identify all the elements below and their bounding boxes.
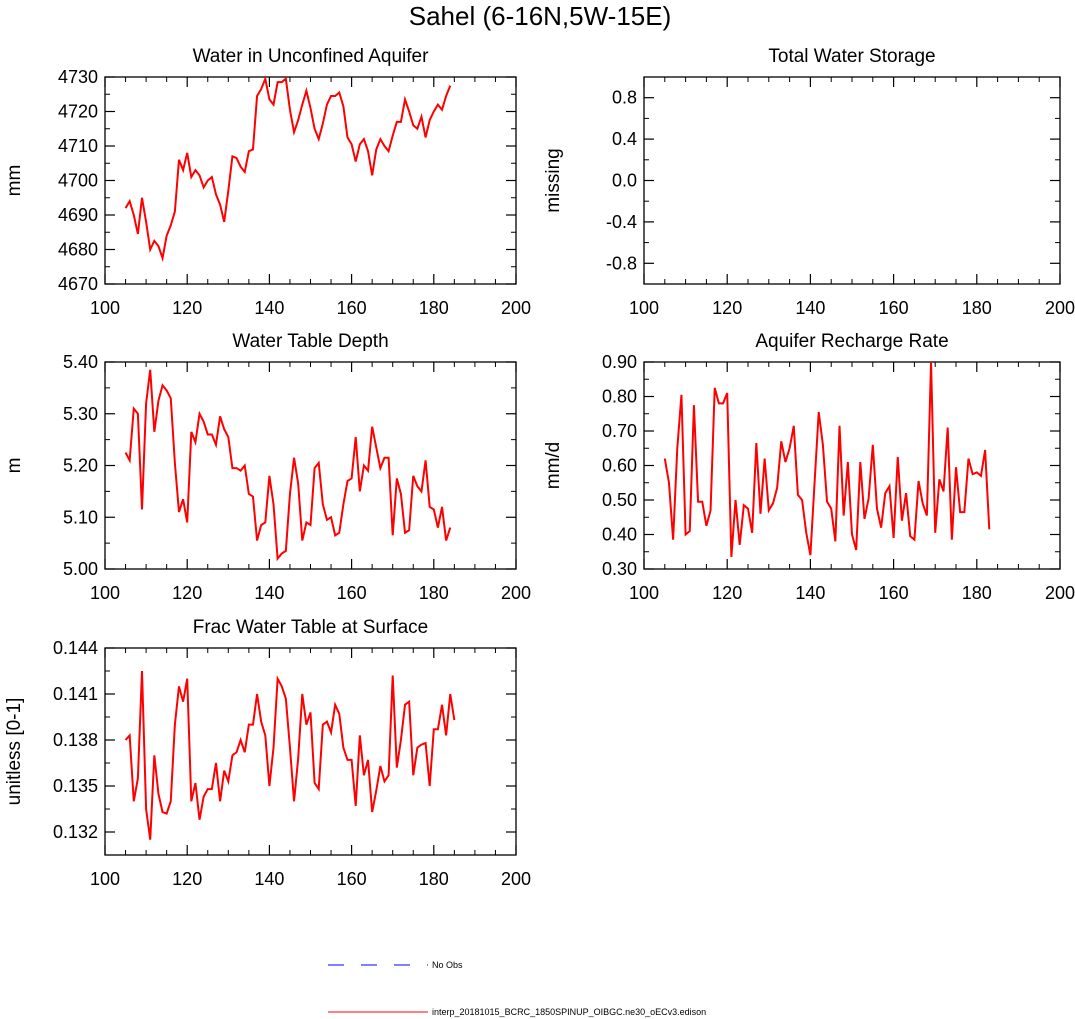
y-tick-label: 0.90	[602, 352, 637, 372]
x-tick-label: 160	[879, 298, 909, 318]
x-tick-label: 200	[1045, 583, 1075, 603]
panel-frac-water-table: Frac Water Table at Surface 100 120 140 160 1…	[4, 617, 531, 889]
panel-title: Frac Water Table at Surface	[193, 617, 429, 638]
panel-title: Aquifer Recharge Rate	[755, 331, 948, 352]
panel-title: Water Table Depth	[232, 331, 388, 352]
y-tick-label: 4710	[58, 136, 98, 156]
series-line	[663, 361, 991, 557]
x-tick-label: 100	[629, 298, 659, 318]
y-tick-label: 0.138	[53, 730, 98, 750]
x-tick-label: 120	[712, 298, 742, 318]
y-axis-label: unitless [0-1]	[4, 698, 25, 806]
x-tick-label: 140	[795, 298, 825, 318]
x-tick-label: 120	[172, 298, 202, 318]
x-tick-label: 140	[254, 583, 284, 603]
y-tick-label: 5.10	[63, 507, 98, 527]
y-tick-label: 0.132	[53, 822, 98, 842]
figure-title: Sahel (6-16N,5W-15E)	[409, 1, 672, 31]
y-tick-label: 0.144	[53, 638, 98, 658]
x-tick-label: 180	[419, 583, 449, 603]
legend-label-no-obs: No Obs	[432, 960, 463, 970]
y-tick-label: 0.80	[602, 387, 637, 407]
panel-aquifer-recharge-rate: Aquifer Recharge Rate 100 120 140 160 180 200 0…	[543, 331, 1075, 603]
y-tick-label: 0.30	[602, 559, 637, 579]
x-tick-label: 120	[712, 583, 742, 603]
y-tick-label: 5.00	[63, 559, 98, 579]
y-axis-label: m	[4, 458, 25, 474]
panel-title: Water in Unconfined Aquifer	[193, 46, 430, 67]
x-tick-label: 140	[254, 298, 284, 318]
x-tick-label: 180	[962, 298, 992, 318]
y-axis-label: mm/d	[543, 442, 564, 490]
y-tick-label: 4700	[58, 171, 98, 191]
x-tick-label: 180	[419, 869, 449, 889]
x-tick-label: 200	[501, 583, 531, 603]
x-tick-label: 100	[90, 298, 120, 318]
panel-water-table-depth: Water Table Depth 100 120 140 160 180 200 5.00 5…	[4, 331, 531, 603]
y-axis-label: missing	[543, 148, 564, 212]
y-tick-label: 0.135	[53, 776, 98, 796]
y-tick-label: 0.4	[612, 129, 637, 149]
y-tick-label: 0.50	[602, 490, 637, 510]
panel-title: Total Water Storage	[768, 46, 935, 67]
y-tick-label: 4690	[58, 205, 98, 225]
y-tick-label: 0.70	[602, 421, 637, 441]
x-tick-label: 140	[254, 869, 284, 889]
x-tick-label: 100	[90, 583, 120, 603]
y-tick-label: 5.40	[63, 352, 98, 372]
x-tick-label: 200	[501, 869, 531, 889]
y-tick-label: 4730	[58, 67, 98, 87]
y-tick-label: 4680	[58, 240, 98, 260]
plot-frame	[643, 76, 1061, 285]
y-tick-label: 0.0	[612, 171, 637, 191]
x-tick-label: 200	[1045, 298, 1075, 318]
y-tick-label: 0.141	[53, 684, 98, 704]
y-tick-label: 0.40	[602, 525, 637, 545]
x-tick-label: 160	[337, 583, 367, 603]
y-tick-label: 4720	[58, 102, 98, 122]
y-axis-label: mm	[4, 165, 25, 197]
legend-label-model: interp_20181015_BCRC_1850SPINUP_OIBGC.ne…	[432, 1007, 706, 1017]
x-tick-label: 100	[629, 583, 659, 603]
series-line	[124, 369, 452, 562]
y-tick-label: 5.30	[63, 404, 98, 424]
x-tick-label: 120	[172, 869, 202, 889]
panel-total-water-storage: Total Water Storage 100 120 140 160 180 200 -0.…	[543, 46, 1075, 318]
y-tick-label: 0.8	[612, 88, 637, 108]
x-tick-label: 180	[419, 298, 449, 318]
plot-frame	[104, 647, 517, 856]
x-tick-label: 180	[962, 583, 992, 603]
y-tick-label: 0.60	[602, 456, 637, 476]
y-tick-label: 4670	[58, 274, 98, 294]
series-line	[124, 75, 452, 263]
x-tick-label: 160	[337, 869, 367, 889]
panel-unconfined: Water in Unconfined Aquifer 100 120 140 160 1…	[4, 46, 531, 318]
x-tick-label: 140	[795, 583, 825, 603]
y-tick-label: -0.8	[606, 253, 637, 273]
legend: No Obs interp_20181015_BCRC_1850SPINUP_O…	[328, 960, 706, 1017]
y-tick-label: 5.20	[63, 456, 98, 476]
x-tick-label: 160	[879, 583, 909, 603]
x-tick-label: 100	[90, 869, 120, 889]
x-tick-label: 200	[501, 298, 531, 318]
y-tick-label: -0.4	[606, 212, 637, 232]
series-line	[124, 670, 456, 840]
plot-frame	[104, 361, 517, 570]
x-tick-label: 120	[172, 583, 202, 603]
x-tick-label: 160	[337, 298, 367, 318]
